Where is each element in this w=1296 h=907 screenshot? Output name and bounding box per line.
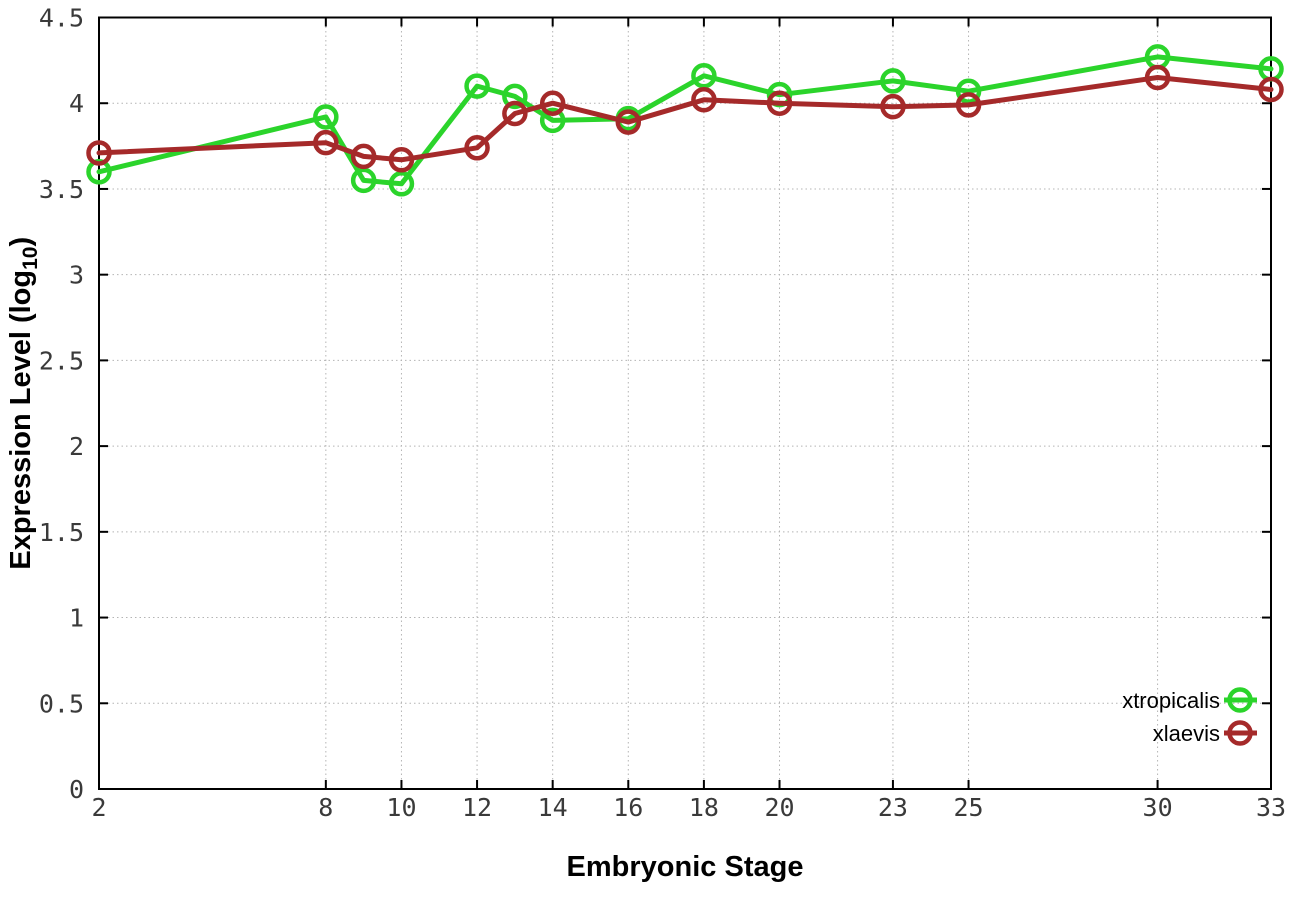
legend-label-xlaevis: xlaevis [1153,721,1220,746]
data-point-xtropicalis [313,104,339,130]
data-point-xlaevis [1258,76,1284,103]
x-tick-label: 10 [386,793,416,822]
data-point-xtropicalis [880,68,906,94]
y-tick-label: 4 [69,89,84,118]
y-tick-label: 2.5 [39,346,84,375]
x-tick-label: 16 [613,793,643,822]
data-point-xtropicalis [955,78,982,104]
y-tick-label: 1.5 [39,518,84,547]
y-tick-label: 0.5 [39,689,84,718]
data-point-xlaevis [313,129,339,156]
legend-marker-xlaevis [1227,720,1253,746]
x-tick-label: 25 [953,793,983,822]
legend-item-xtropicalis: xtropicalis [1122,687,1257,713]
x-tick-label: 18 [689,793,719,822]
data-point-xtropicalis [388,171,415,197]
data-point-xlaevis [615,109,642,135]
data-point-xlaevis [539,90,566,116]
x-tick-label: 2 [91,793,106,822]
x-tick-label: 14 [538,793,568,822]
data-point-xlaevis [691,87,717,113]
x-tick-label: 8 [318,793,333,822]
data-point-xlaevis [464,135,490,161]
data-point-xlaevis [502,100,528,127]
x-axis-title: Embryonic Stage [567,851,804,883]
data-point-xlaevis [1144,64,1171,91]
y-tick-label: 3.5 [39,175,84,204]
data-point-xtropicalis [350,167,377,194]
data-point-xlaevis [86,140,112,166]
x-tick-label: 30 [1143,793,1173,822]
y-tick-label: 4.5 [39,4,84,33]
legend-marker-xtropicalis [1227,687,1253,713]
y-axis-title: Expression Level (log10) [5,237,42,570]
data-point-xtropicalis [464,73,490,99]
y-tick-label: 0 [69,775,84,804]
data-point-xlaevis [388,147,415,173]
data-point-xlaevis [880,93,906,120]
data-point-xtropicalis [691,63,717,89]
data-point-xtropicalis [502,83,528,110]
x-tick-label: 23 [878,793,908,822]
data-point-xlaevis [766,90,793,116]
y-tick-label: 1 [69,604,84,633]
plot-border [98,16,1272,790]
x-tick-label: 12 [462,793,492,822]
data-point-xlaevis [955,92,982,118]
data-point-xtropicalis [539,107,566,134]
legend-item-xlaevis: xlaevis [1153,720,1257,746]
legend-label-xtropicalis: xtropicalis [1122,688,1220,713]
y-tick-label: 3 [69,261,84,290]
data-point-xlaevis [350,143,377,170]
x-tick-label: 20 [764,793,794,822]
y-tick-label: 2 [69,432,84,461]
series-line-xtropicalis [96,54,1274,187]
x-tick-label: 33 [1256,793,1286,822]
